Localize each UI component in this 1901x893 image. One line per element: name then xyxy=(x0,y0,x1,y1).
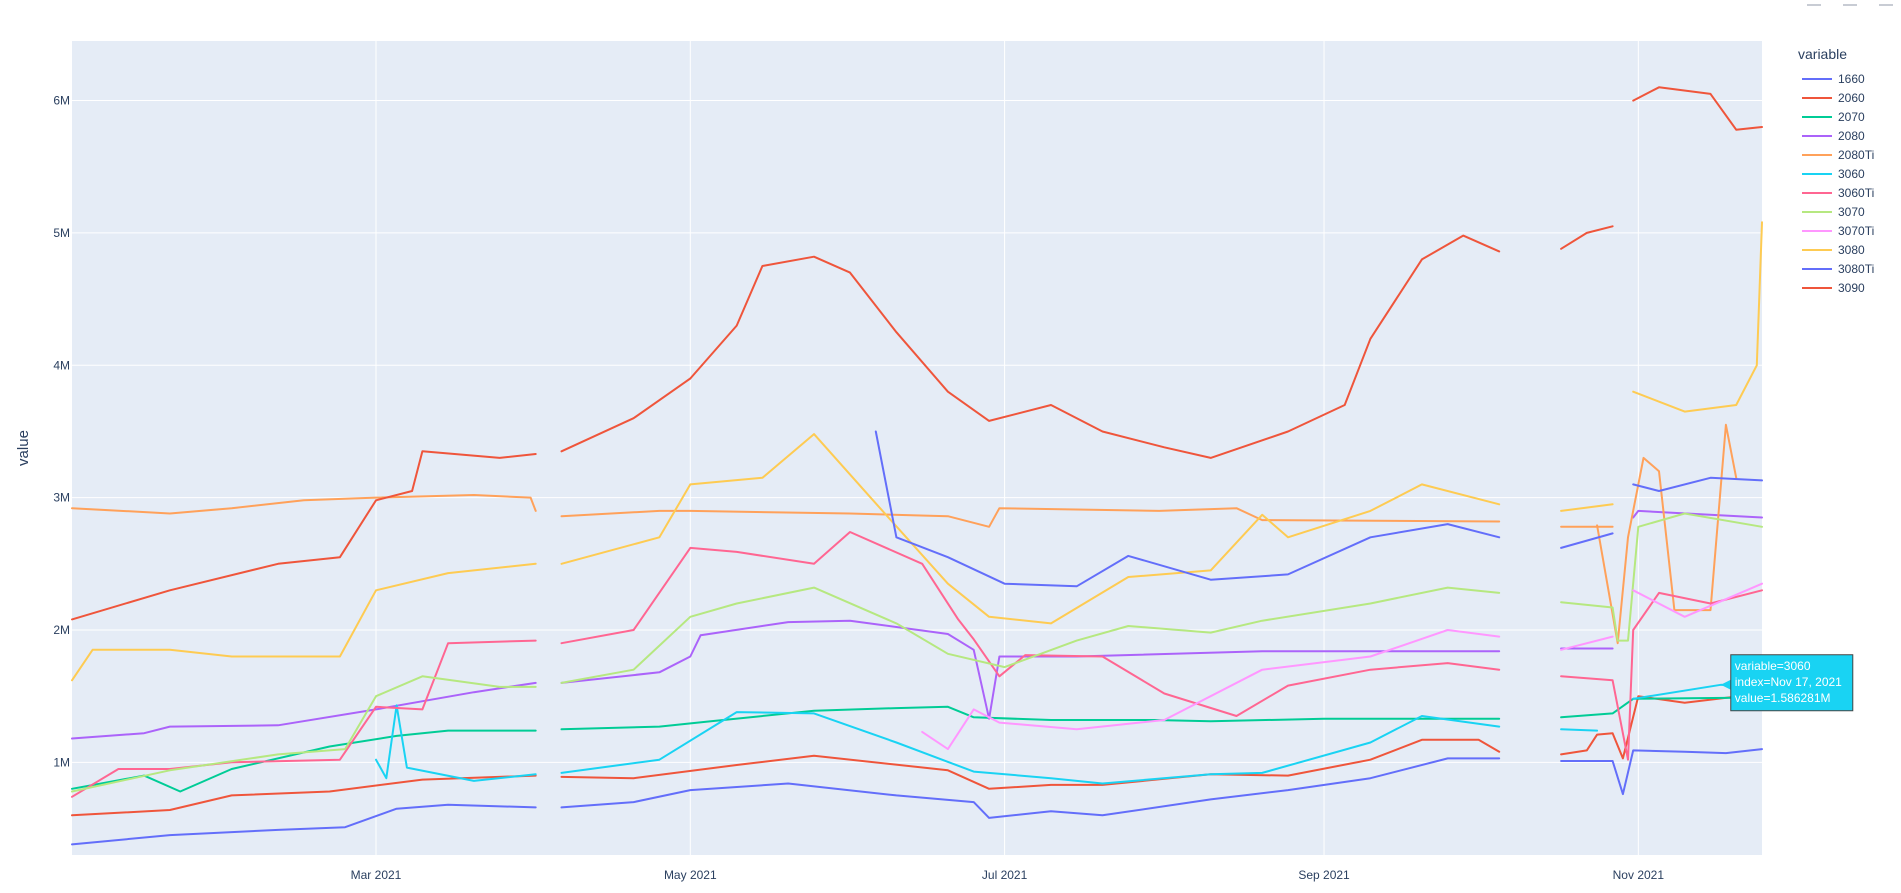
series-line-3080Ti[interactable] xyxy=(874,430,1763,588)
y-tick-label: 5M xyxy=(53,226,70,240)
tooltip-pointer xyxy=(1720,679,1731,690)
tooltip-line: value=1.586281M xyxy=(1735,691,1831,705)
series-line-3060Ti[interactable] xyxy=(71,531,1763,798)
y-tick-label: 1M xyxy=(53,755,70,769)
series-line-2070[interactable] xyxy=(71,696,1763,793)
series-line-3080[interactable] xyxy=(71,221,1763,682)
y-tick-label: 4M xyxy=(53,358,70,372)
series-line-3090[interactable] xyxy=(71,86,1763,621)
legend-item-3060[interactable]: 3060 xyxy=(1838,167,1865,181)
series-line-2080[interactable] xyxy=(71,509,1763,740)
x-tick-label: May 2021 xyxy=(664,868,717,882)
series-line-2060[interactable] xyxy=(71,692,1763,817)
x-tick-label: Sep 2021 xyxy=(1298,868,1350,882)
x-tick-label: Nov 2021 xyxy=(1613,868,1665,882)
legend-item-3070Ti[interactable]: 3070Ti xyxy=(1838,224,1874,238)
plot-background xyxy=(72,41,1762,855)
legend-item-1660[interactable]: 1660 xyxy=(1838,72,1865,86)
legend-item-3080Ti[interactable]: 3080Ti xyxy=(1838,262,1874,276)
legend-item-2070[interactable]: 2070 xyxy=(1838,110,1865,124)
axis-ticks: 1M 2M 3M 4M 5M 6M Mar 2021 May 2021 Jul 2021 Sep … xyxy=(53,94,1664,882)
series-line-3070[interactable] xyxy=(71,512,1763,793)
y-tick-label: 6M xyxy=(53,94,70,108)
tooltip-line: index=Nov 17, 2021 xyxy=(1735,675,1842,689)
series-line-2080Ti[interactable] xyxy=(71,423,1738,645)
legend-item-3070[interactable]: 3070 xyxy=(1838,205,1865,219)
tooltip-line: variable=3060 xyxy=(1735,659,1811,673)
hover-tooltip: variable=3060 index=Nov 17, 2021 value=1.5… xyxy=(1720,654,1854,712)
y-axis-title: value xyxy=(15,430,32,466)
series-line-3060[interactable] xyxy=(375,683,1763,785)
modebar-reset-icon[interactable] xyxy=(1879,0,1893,6)
legend-item-3080[interactable]: 3080 xyxy=(1838,243,1865,257)
modebar-pan-icon[interactable] xyxy=(1843,0,1857,6)
y-tick-label: 3M xyxy=(53,491,70,505)
tooltip-box xyxy=(1730,654,1854,712)
y-tick-label: 2M xyxy=(53,623,70,637)
legend[interactable]: variable 1660 2060 2070 2080 2080Ti 3060 3060T… xyxy=(1798,46,1874,295)
legend-item-3060Ti[interactable]: 3060Ti xyxy=(1838,186,1874,200)
legend-item-2080Ti[interactable]: 2080Ti xyxy=(1838,148,1874,162)
modebar-zoom-icon[interactable] xyxy=(1807,0,1821,6)
series-line-3070Ti[interactable] xyxy=(921,582,1763,751)
series-lines[interactable] xyxy=(71,86,1763,846)
modebar[interactable] xyxy=(1807,0,1893,6)
legend-item-2060[interactable]: 2060 xyxy=(1838,91,1865,105)
x-tick-label: Jul 2021 xyxy=(982,868,1028,882)
series-line-1660[interactable] xyxy=(71,748,1763,846)
legend-item-2080[interactable]: 2080 xyxy=(1838,129,1865,143)
x-tick-label: Mar 2021 xyxy=(351,868,402,882)
legend-title: variable xyxy=(1798,46,1847,62)
legend-item-3090[interactable]: 3090 xyxy=(1838,281,1865,295)
